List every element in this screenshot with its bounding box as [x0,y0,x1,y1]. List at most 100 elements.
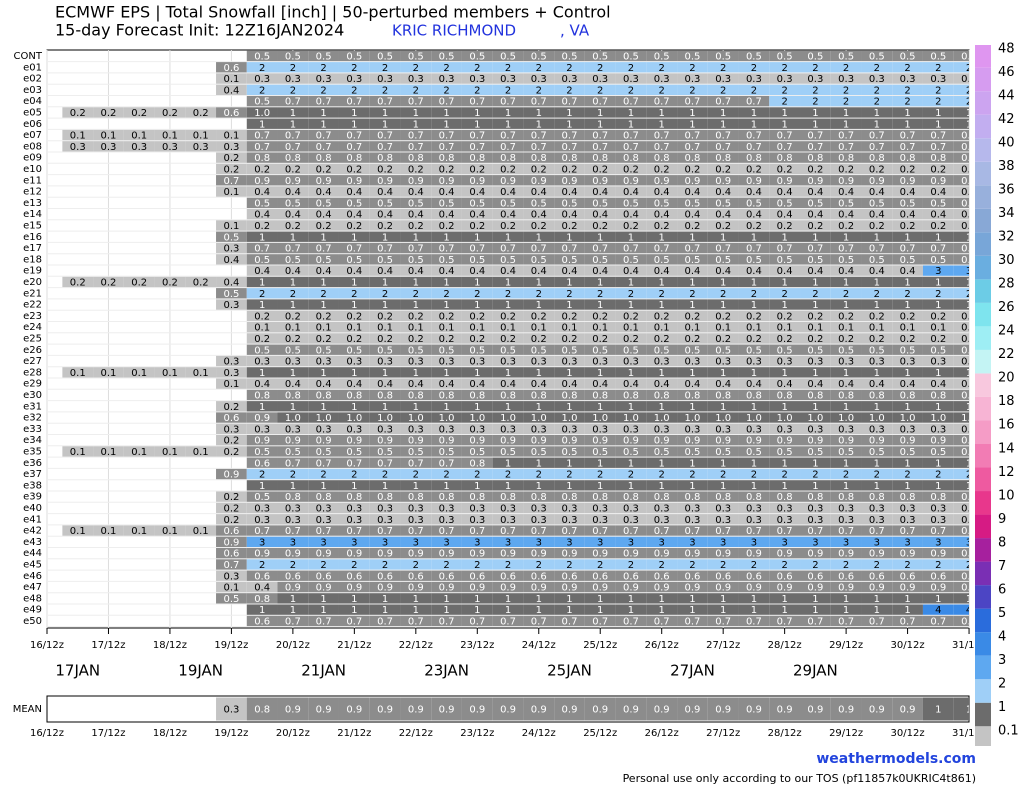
cell-label: 0.7 [223,560,239,571]
cell [953,197,969,208]
cell-label: 0.3 [961,515,977,526]
cell-label: 1.0 [408,413,424,424]
cell [800,502,831,514]
cell-label: 2 [966,63,972,74]
cell [461,276,493,288]
cell [615,209,647,220]
cell-label: 0.5 [684,255,700,266]
cell [922,536,954,547]
cell-label: 0.9 [500,583,516,594]
cell-label: 1 [843,300,849,311]
cell [246,389,278,401]
cell [738,536,770,547]
cell [431,468,462,480]
cell-label: 0.9 [838,176,854,187]
cell [646,559,678,570]
cell-label: 0.5 [930,345,946,356]
cell-label: 0.5 [439,198,455,209]
cell-label: 0.5 [346,345,362,356]
cell [584,163,616,175]
cell [646,570,678,581]
cell [769,548,801,559]
cell [769,152,801,163]
cell [277,220,309,231]
cell [707,96,739,107]
row-label: e50 [23,616,42,627]
cell-label: 0.1 [70,447,86,458]
cell [400,367,432,378]
cell [738,163,770,175]
cell-label: 1 [843,402,849,413]
cell-label: 0.5 [531,255,547,266]
cell [861,697,893,721]
cell [523,276,555,288]
cell-label: 0.9 [377,549,393,560]
cell-label: 0.4 [654,266,670,277]
cell [338,265,370,276]
cell-label: 2 [351,289,357,300]
cell [523,536,555,547]
cell [584,697,616,721]
cell [308,378,339,389]
cell-label: 0.5 [869,198,885,209]
cell-label: 2 [812,63,818,74]
cell-label: 1 [874,277,880,288]
cell-label: 0.9 [592,583,608,594]
cell-label: 0.5 [961,447,977,458]
cell [523,581,555,593]
cell [338,525,370,536]
cell-label: 0.9 [961,549,977,560]
row-label: e44 [23,548,42,559]
cell [922,129,954,141]
cell [830,333,862,344]
cell-label: 0.3 [715,503,731,514]
cell [461,141,493,152]
cell-label: 0.4 [223,255,239,266]
cell [892,265,923,276]
cell-label: 1 [904,368,910,379]
cell-label: 0.6 [592,571,608,582]
cell [369,197,401,208]
cell-label: 0.8 [469,153,485,164]
cell [738,457,770,468]
cell [246,525,278,536]
cell [707,446,739,457]
cell [615,367,647,378]
cell-label: 1 [874,594,880,605]
cell-label: 0.4 [684,379,700,390]
cell-label: 0.2 [316,311,332,322]
cell-label: 0.7 [408,616,424,627]
cell-label: 0.7 [961,616,977,627]
cell [216,435,247,446]
cell [861,502,893,514]
cell [615,107,647,118]
colorbar-swatch [975,514,991,539]
cell [277,525,309,536]
cell-label: 0.7 [900,616,916,627]
cell-label: 2 [597,560,603,571]
cell-label: 0.5 [715,198,731,209]
cell [246,118,278,129]
x-tick-label: 28/12z [768,640,802,651]
cell-label: 0.9 [562,176,578,187]
cell-label: 0.3 [623,74,639,85]
cell [338,491,370,502]
cell [400,322,432,333]
cell-label: 3 [443,537,449,548]
colorbar-label: 48 [998,41,1015,56]
cell-label: 1 [628,119,634,130]
colorbar-swatch [975,561,991,586]
cell [646,175,678,186]
cell [953,570,969,581]
cell [830,697,862,721]
cell-label: 3 [812,537,818,548]
colorbar-swatch [975,467,991,492]
cell [461,242,493,254]
cell [216,570,247,581]
cell-label: 1 [751,458,757,469]
cell [615,412,647,423]
cell-label: 0.8 [285,153,301,164]
cell-label: 1 [536,368,542,379]
cell [246,209,278,220]
cell [922,186,954,197]
